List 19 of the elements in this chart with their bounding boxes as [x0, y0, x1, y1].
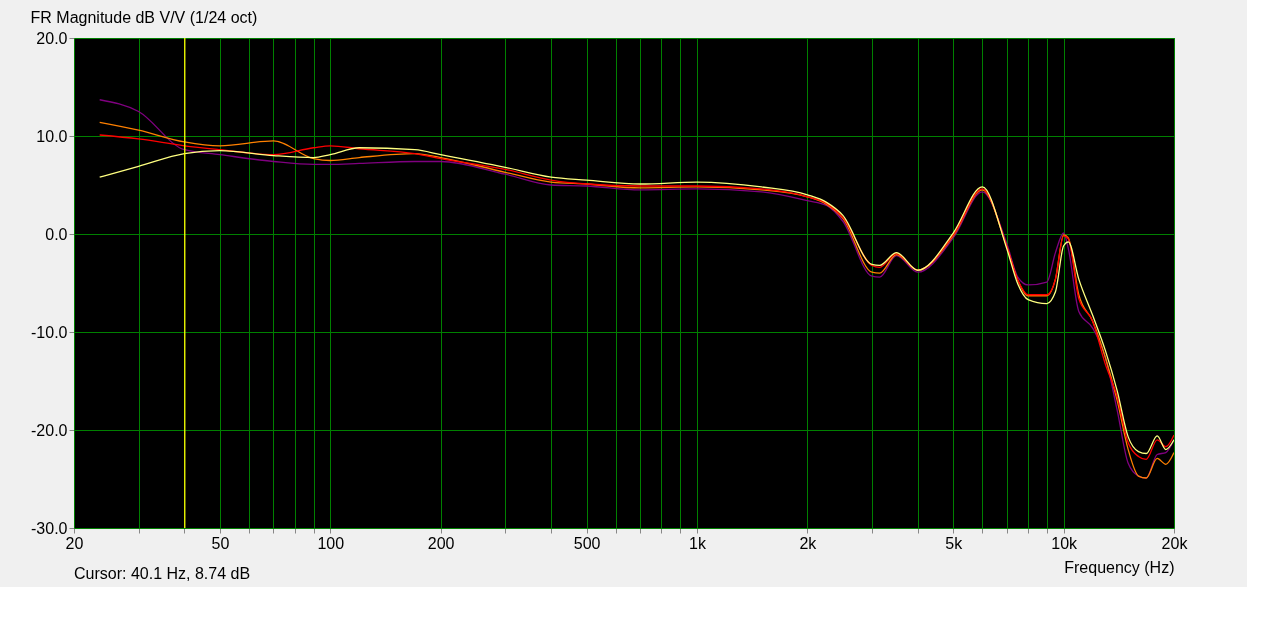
x-tick-label: 1k	[689, 534, 707, 552]
y-tick-label: -20.0	[31, 421, 68, 439]
chart-title: FR Magnitude dB V/V (1/24 oct)	[30, 9, 258, 26]
y-tick-label: 0.0	[45, 225, 68, 243]
x-tick-label: 20k	[1161, 534, 1189, 552]
x-tick-label: 5k	[945, 534, 964, 552]
x-tick-label: 10k	[1051, 534, 1079, 552]
text: Cursor: 40.1 Hz, 8.74 dB	[74, 565, 251, 582]
y-tick-label: 10.0	[36, 127, 68, 145]
x-tick-label: 20	[65, 534, 84, 552]
y-tick-label: -30.0	[31, 519, 68, 537]
x-tick-label: 100	[317, 534, 345, 552]
y-tick-label: 20.0	[36, 29, 68, 47]
x-axis-title: Frequency (Hz)	[1064, 558, 1175, 576]
x-tick-label: 2k	[799, 534, 818, 552]
x-tick-label: 500	[573, 534, 601, 552]
x-tick-label: 50	[211, 534, 230, 552]
y-tick-label: -10.0	[31, 323, 68, 341]
x-tick-label: 200	[427, 534, 455, 552]
